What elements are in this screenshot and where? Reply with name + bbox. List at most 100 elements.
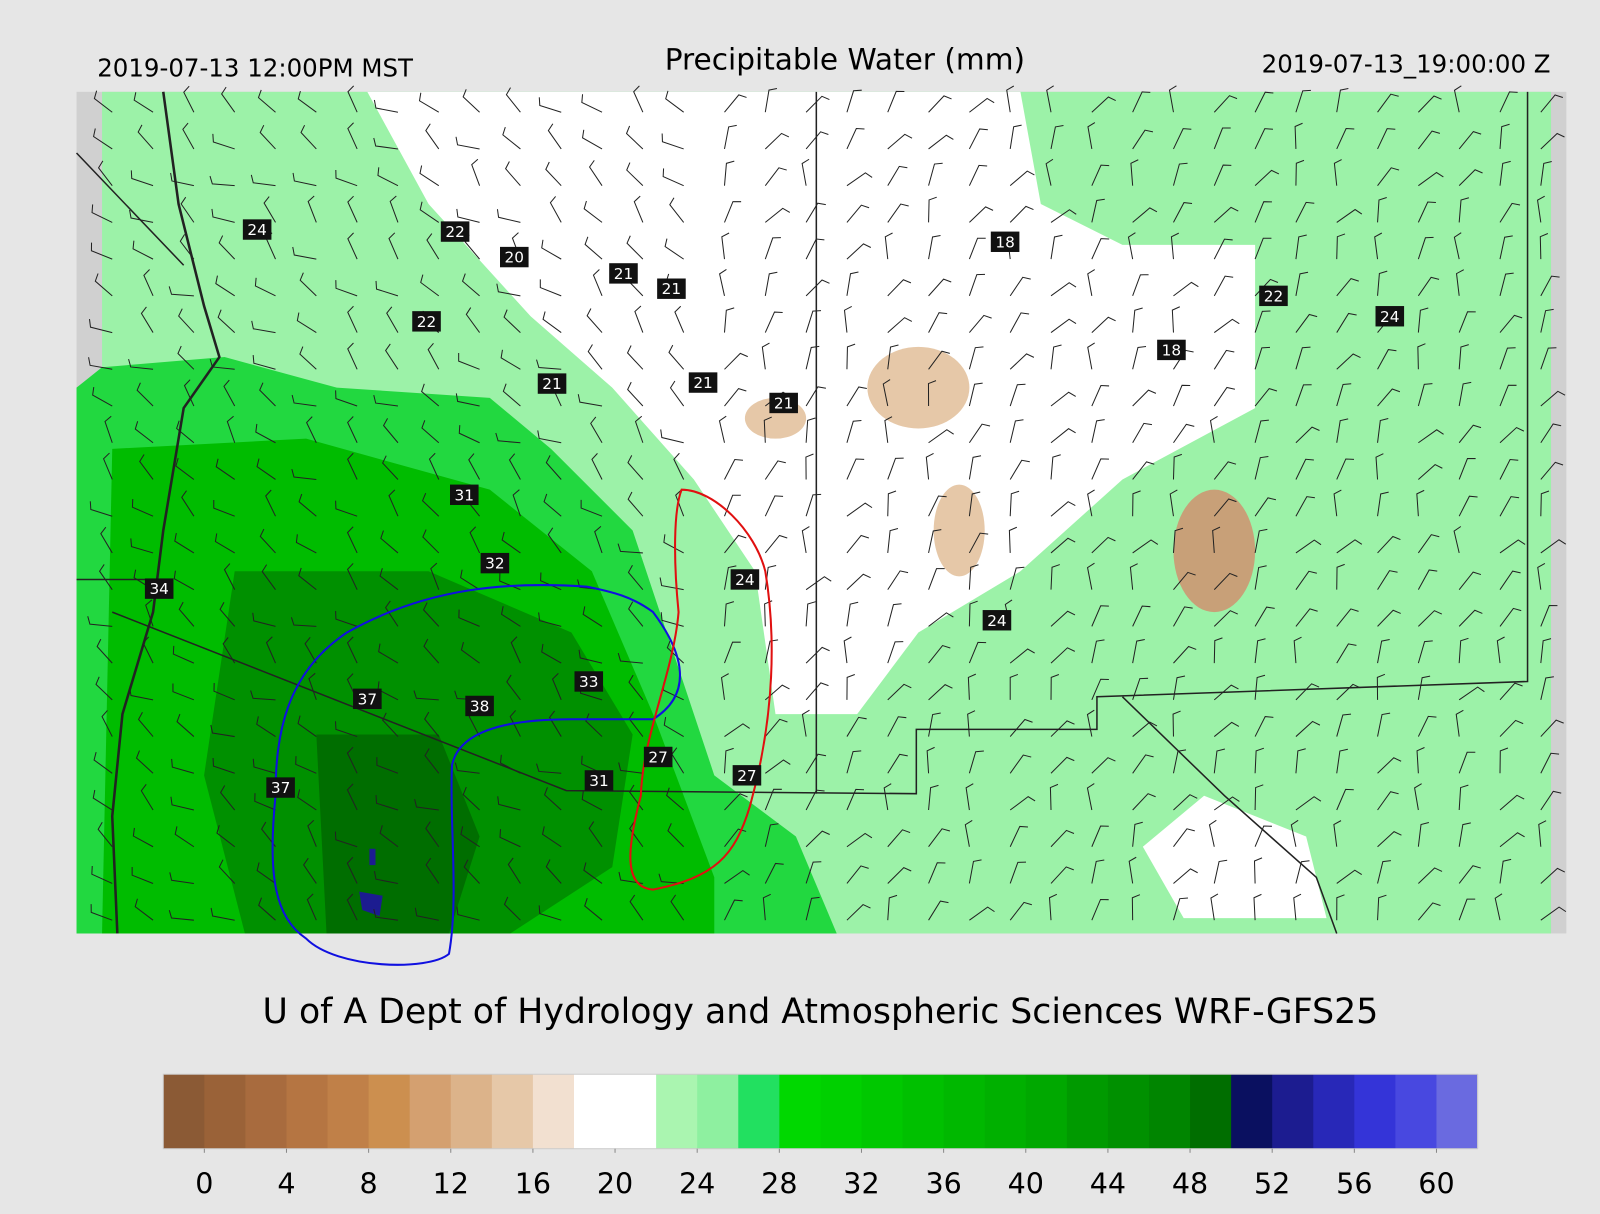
wind-barb xyxy=(1091,164,1110,186)
wind-barb xyxy=(1336,418,1349,443)
wind-barb xyxy=(926,746,935,774)
wind-barb xyxy=(805,896,820,921)
wind-barb xyxy=(581,94,603,113)
colorbar-swatch xyxy=(163,1074,205,1149)
wind-barb xyxy=(1417,715,1437,737)
wind-barb xyxy=(805,310,822,333)
wind-barb xyxy=(720,673,729,700)
wind-barb xyxy=(1132,677,1149,701)
wind-barb xyxy=(675,489,685,517)
wind-barb xyxy=(1499,794,1525,811)
wind-barb xyxy=(218,235,236,260)
wind-barb xyxy=(968,564,979,590)
wind-barb xyxy=(1377,860,1391,884)
wind-barb xyxy=(97,160,113,186)
wind-barb xyxy=(455,393,480,407)
wind-barb xyxy=(1295,608,1318,627)
wind-barb xyxy=(1540,906,1567,921)
wind-barb xyxy=(1540,719,1564,737)
wind-barb xyxy=(928,529,942,554)
colorbar-swatch xyxy=(286,1074,329,1149)
wind-barb xyxy=(1213,386,1236,407)
wind-barb xyxy=(414,798,439,811)
wind-barb xyxy=(541,643,562,664)
station-box xyxy=(144,578,174,599)
wind-barb xyxy=(583,862,603,884)
wind-barb xyxy=(460,826,480,848)
wind-barb xyxy=(389,195,399,223)
wind-barb xyxy=(347,342,358,370)
wind-barb xyxy=(1172,675,1186,700)
wind-barb xyxy=(217,309,236,333)
wind-barb xyxy=(1336,869,1363,884)
wind-barb xyxy=(213,682,235,701)
wind-barb xyxy=(1295,89,1311,113)
wind-barb xyxy=(502,383,521,407)
wind-barb xyxy=(762,893,771,921)
wind-barb xyxy=(263,196,276,223)
wind-barb xyxy=(88,357,113,370)
wind-barb xyxy=(846,458,865,480)
wind-barb xyxy=(884,232,893,260)
wind-barb xyxy=(261,821,276,848)
wind-barb xyxy=(1540,347,1557,370)
wind-barb xyxy=(846,502,873,517)
wind-barb xyxy=(629,894,644,921)
wind-barb xyxy=(422,529,440,554)
wind-barb xyxy=(1417,276,1440,297)
wind-barb xyxy=(887,203,909,223)
map-title: Precipitable Water (mm) xyxy=(665,43,1025,77)
wind-barb xyxy=(219,601,236,627)
wind-barb xyxy=(764,534,788,554)
wind-barb xyxy=(723,601,735,627)
colorbar-tick-label: 40 xyxy=(1008,1166,1044,1200)
wind-barb xyxy=(928,900,949,921)
wind-barb xyxy=(1295,748,1306,774)
wind-barb xyxy=(1499,539,1526,554)
station-value: 24 xyxy=(735,571,754,589)
wind-barb xyxy=(846,903,871,921)
wind-barb xyxy=(724,94,747,113)
wind-barb xyxy=(143,269,154,297)
wind-barb xyxy=(297,789,317,811)
wind-barb xyxy=(1377,570,1398,590)
wind-barb xyxy=(1254,346,1271,370)
wind-barb xyxy=(373,137,399,150)
wind-barb xyxy=(1087,489,1095,517)
wind-barb xyxy=(502,126,521,150)
wind-barb xyxy=(505,87,521,113)
colorbar-tick-label: 32 xyxy=(843,1166,879,1200)
colorbar-swatch xyxy=(1436,1074,1479,1149)
wind-barb xyxy=(883,783,892,811)
colorbar-swatch xyxy=(1066,1074,1109,1149)
station-box xyxy=(480,552,510,574)
wind-barb xyxy=(581,129,603,150)
station-box xyxy=(584,770,614,791)
wind-barb xyxy=(1009,276,1031,297)
wind-barb xyxy=(538,612,562,627)
wind-barb xyxy=(134,421,154,444)
wind-barb xyxy=(1173,128,1192,150)
colorbar-swatch xyxy=(656,1074,698,1149)
wind-barb xyxy=(1091,825,1109,847)
wind-barb xyxy=(719,269,727,296)
wind-barb xyxy=(625,125,644,150)
wind-barb xyxy=(181,490,195,517)
wind-barb xyxy=(764,862,784,884)
wind-barb xyxy=(422,602,440,627)
credit: U of A Dept of Hydrology and Atmospheric… xyxy=(263,992,1379,1032)
wind-barb xyxy=(346,563,358,590)
wind-barb xyxy=(928,312,948,333)
wind-barb xyxy=(801,709,810,737)
wind-barb xyxy=(223,379,236,407)
colorbar-swatch xyxy=(1313,1074,1355,1149)
wind-barb xyxy=(1499,314,1523,333)
wind-barb xyxy=(130,170,154,187)
wind-barb xyxy=(346,783,358,811)
wind-barb xyxy=(618,871,643,884)
wind-barb xyxy=(1009,648,1035,664)
wind-barb xyxy=(1006,85,1015,113)
wind-barb xyxy=(1453,232,1462,260)
wind-barb xyxy=(1540,539,1567,554)
wind-barb xyxy=(1375,453,1384,480)
